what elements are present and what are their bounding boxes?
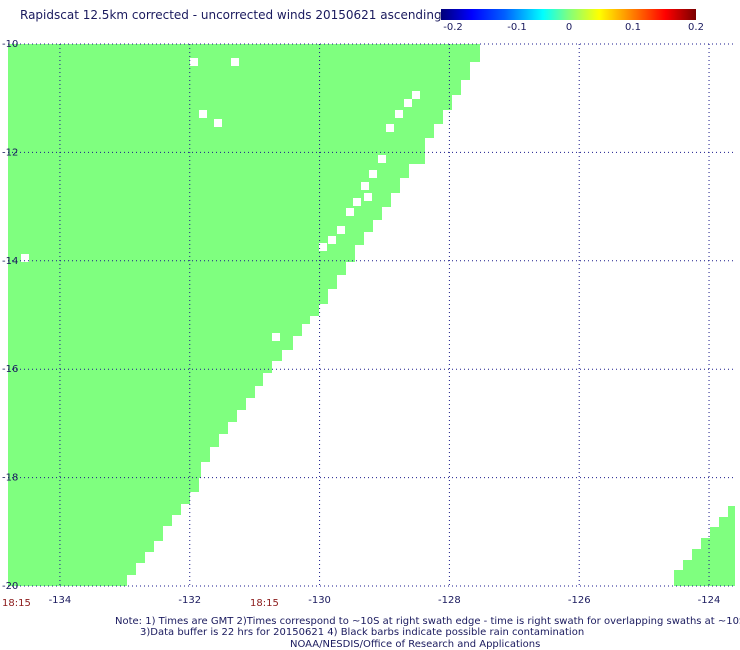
data-gap	[361, 182, 369, 190]
data-gap	[369, 170, 377, 178]
lat-tick-label: -16	[2, 364, 18, 375]
data-gap	[386, 124, 394, 132]
colorbar-label: 0	[565, 22, 573, 33]
footnote: Note: 1) Times are GMT 2)Times correspon…	[115, 616, 740, 627]
swath-main	[8, 44, 480, 586]
data-gap	[412, 91, 420, 99]
data-gap	[199, 110, 207, 118]
lon-tick-label: -132	[178, 595, 201, 606]
footnote: 3)Data buffer is 22 hrs for 20150621 4) …	[140, 627, 585, 638]
data-gap	[21, 254, 29, 262]
data-gap	[395, 110, 403, 118]
map-title: Rapidscat 12.5km corrected - uncorrected…	[20, 8, 442, 22]
colorbar-label: -0.2	[443, 22, 463, 33]
lat-tick-label: -14	[2, 256, 18, 267]
data-gap	[364, 193, 372, 201]
data-gap	[272, 333, 280, 341]
lat-tick-label: -20	[2, 581, 18, 592]
lat-tick-label: -10	[2, 39, 18, 50]
swath-layer	[8, 44, 735, 586]
data-gap	[319, 243, 327, 251]
lon-tick-label: -126	[568, 595, 591, 606]
colorbar-gradient	[441, 9, 696, 20]
swath-time: 18:15	[250, 598, 279, 609]
data-gap	[337, 226, 345, 234]
colorbar-label: 0.2	[688, 22, 704, 33]
lon-tick-label: -128	[438, 595, 461, 606]
footnote: NOAA/NESDIS/Office of Research and Appli…	[290, 639, 541, 650]
axis-labels: -134-132-130-128-126-124-122-124-10-12-1…	[2, 39, 721, 606]
lat-tick-label: -18	[2, 473, 18, 484]
lat-tick-label: -12	[2, 147, 18, 158]
data-gap	[214, 119, 222, 127]
swath-secondary	[674, 506, 735, 586]
lon-tick-label: -130	[308, 595, 331, 606]
data-gap	[190, 58, 198, 66]
colorbar: -0.2 -0.1 0 0.1 0.2	[441, 9, 704, 33]
data-gap	[328, 236, 336, 244]
swath-time: 18:15	[2, 598, 31, 609]
lon-tick-label: -124	[698, 595, 721, 606]
data-gap	[404, 99, 412, 107]
lon-tick-label: -134	[49, 595, 72, 606]
colorbar-label: -0.1	[507, 22, 527, 33]
data-gap	[346, 208, 354, 216]
colorbar-label: 0.1	[625, 22, 641, 33]
data-gap	[231, 58, 239, 66]
data-gap	[353, 198, 361, 206]
data-gap	[378, 155, 386, 163]
